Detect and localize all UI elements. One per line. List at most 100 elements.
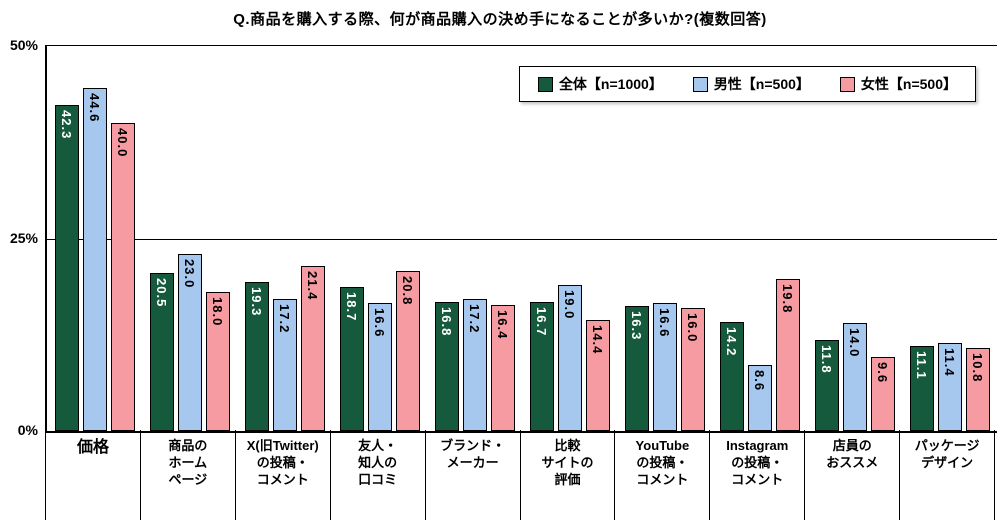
bar-series0-cat8: 11.8 xyxy=(814,340,839,431)
bar-value-label: 42.3 xyxy=(59,110,74,140)
bar-value-label: 17.2 xyxy=(467,303,482,333)
legend-label: 女性【n=500】 xyxy=(860,76,957,92)
bar-value-label: 10.8 xyxy=(970,352,985,383)
bar-value-label: 19.0 xyxy=(562,289,577,320)
legend-label: 全体【n=1000】 xyxy=(558,76,663,92)
bar-series1-cat0: 44.6 xyxy=(82,87,107,431)
category-label-1: 商品の ホーム ページ xyxy=(139,430,235,520)
bar-series0-cat2: 19.3 xyxy=(244,282,269,431)
bar-value-label: 20.8 xyxy=(400,275,415,306)
bar-series1-cat9: 11.4 xyxy=(937,343,962,431)
legend-label: 男性【n=500】 xyxy=(713,76,810,92)
bar-group-2: 19.3 17.2 21.4 xyxy=(237,46,332,431)
category-label-line: 店員の xyxy=(832,438,872,453)
bar-series0-cat5: 16.7 xyxy=(529,302,554,431)
bar-group-3: 18.7 16.6 20.8 xyxy=(332,46,427,431)
category-label-line: ホーム xyxy=(168,455,208,470)
bar-value-label: 16.6 xyxy=(372,308,387,338)
bar-value-label: 18.7 xyxy=(344,292,359,322)
category-label-line: の投稿・ xyxy=(256,455,309,470)
bar-series0-cat4: 16.8 xyxy=(434,301,459,431)
bar-series0-cat3: 18.7 xyxy=(339,287,364,431)
category-label-line: X(旧Twitter) xyxy=(246,438,319,453)
category-label-4: ブランド・ メーカー xyxy=(424,430,520,520)
category-label-line: YouTube xyxy=(635,438,690,453)
category-label-line: パッケージ xyxy=(914,438,980,453)
bar-series2-cat5: 14.4 xyxy=(585,320,610,431)
bar-group-0: 42.3 44.6 40.0 xyxy=(47,46,142,431)
category-label-line: 価格 xyxy=(76,439,109,456)
bar-group-4: 16.8 17.2 16.4 xyxy=(427,46,522,431)
category-label-2: X(旧Twitter) の投稿・コメント xyxy=(234,430,330,520)
category-label-line: 評価 xyxy=(554,472,581,487)
bar-value-label: 17.2 xyxy=(277,303,292,333)
bar-value-label: 23.0 xyxy=(182,258,197,289)
y-axis-tick-label: 0% xyxy=(17,422,38,438)
category-label-9: パッケージ デザイン xyxy=(899,430,996,520)
bar-group-9: 11.1 11.4 10.8 xyxy=(902,46,997,431)
legend-swatch-icon xyxy=(692,76,708,92)
bar-series2-cat2: 21.4 xyxy=(300,266,325,431)
category-label-6: YouTube の投稿・ コメント xyxy=(614,430,709,520)
bar-series1-cat5: 19.0 xyxy=(557,284,582,431)
chart-title: Q.商品を購入する際、何が商品購入の決め手になることが多いか?(複数回答) xyxy=(233,11,767,28)
category-label-0: 価格 xyxy=(45,430,140,520)
bar-series2-cat4: 16.4 xyxy=(490,304,515,431)
category-label-line: サイトの xyxy=(541,455,594,470)
bar-series2-cat8: 9.6 xyxy=(870,357,895,431)
bar-series1-cat2: 17.2 xyxy=(272,298,297,431)
bar-value-label: 16.8 xyxy=(439,306,454,336)
category-label-line: コメント xyxy=(256,472,309,487)
category-label-line: 口コミ xyxy=(358,472,398,487)
category-label-line: メーカー xyxy=(446,455,499,470)
bar-series0-cat7: 14.2 xyxy=(719,321,744,431)
bar-series0-cat1: 20.5 xyxy=(149,273,174,431)
chart-legend: 全体【n=1000】 男性【n=500】 女性【n=500】 xyxy=(518,66,976,102)
bar-value-label: 16.6 xyxy=(657,308,672,338)
y-axis-tick-label: 50% xyxy=(9,37,38,53)
bar-value-label: 14.2 xyxy=(724,326,739,356)
y-axis-tick-label: 25% xyxy=(9,229,38,246)
category-label-3: 友人・ 知人の 口コミ xyxy=(329,430,425,520)
legend-item-1: 男性【n=500】 xyxy=(692,74,810,94)
legend-item-0: 全体【n=1000】 xyxy=(537,74,663,94)
bar-value-label: 20.5 xyxy=(154,278,169,308)
legend-item-2: 女性【n=500】 xyxy=(839,74,957,94)
bar-series2-cat9: 10.8 xyxy=(965,347,990,431)
bar-value-label: 18.0 xyxy=(210,297,225,327)
bar-series1-cat6: 16.6 xyxy=(652,303,677,431)
bar-series2-cat3: 20.8 xyxy=(395,270,420,431)
bar-value-label: 16.3 xyxy=(629,310,644,340)
bar-series0-cat9: 11.1 xyxy=(909,345,934,431)
bar-value-label: 11.1 xyxy=(914,350,929,380)
category-label-8: 店員の おススメ xyxy=(804,430,899,520)
category-label-line: ページ xyxy=(168,472,208,487)
bar-series2-cat0: 40.0 xyxy=(110,123,135,431)
category-label-line: 商品の xyxy=(168,438,208,453)
category-label-line: Instagram xyxy=(726,438,789,453)
bar-value-label: 16.0 xyxy=(685,312,700,343)
category-label-line: コメント xyxy=(636,472,689,487)
category-label-5: 比較 サイトの 評価 xyxy=(519,430,615,520)
category-label-line: 比較 xyxy=(554,438,581,453)
bar-value-label: 44.6 xyxy=(87,92,102,122)
bar-series2-cat6: 16.0 xyxy=(680,307,705,431)
category-label-line: デザイン xyxy=(921,455,974,470)
bar-value-label: 19.3 xyxy=(249,287,264,317)
bar-series1-cat7: 8.6 xyxy=(747,364,772,431)
bar-group-5: 16.7 19.0 14.4 xyxy=(522,46,617,431)
bar-value-label: 8.6 xyxy=(752,369,767,391)
bar-value-label: 14.4 xyxy=(590,325,605,355)
bar-group-1: 20.5 23.0 18.0 xyxy=(142,46,237,431)
category-label-line: 知人の xyxy=(358,455,398,470)
category-label-line: の投稿・ xyxy=(731,455,784,470)
bar-value-label: 11.8 xyxy=(819,345,834,374)
legend-swatch-icon xyxy=(537,76,553,92)
bar-series0-cat6: 16.3 xyxy=(624,305,649,431)
bar-value-label: 40.0 xyxy=(115,128,130,158)
bar-value-label: 21.4 xyxy=(305,271,320,301)
bar-value-label: 19.8 xyxy=(780,283,795,313)
bar-value-label: 16.7 xyxy=(534,307,549,337)
bar-value-label: 11.4 xyxy=(942,348,957,377)
category-label-line: ブランド・ xyxy=(440,438,506,453)
